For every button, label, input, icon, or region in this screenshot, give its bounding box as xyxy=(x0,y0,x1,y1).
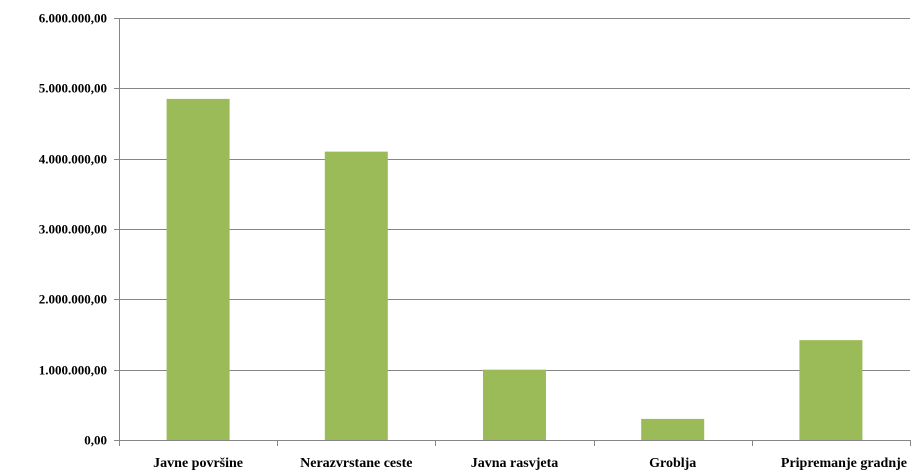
y-tick-label: 5.000.000,00 xyxy=(39,81,107,96)
y-tick-label: 0,00 xyxy=(84,433,107,448)
x-category-label: Javna rasvjeta xyxy=(471,456,559,471)
y-tick-label: 6.000.000,00 xyxy=(39,11,107,26)
x-category-label: Pripremanje gradnje xyxy=(781,456,907,471)
y-tick-label: 1.000.000,00 xyxy=(39,363,107,378)
bar xyxy=(641,418,705,440)
x-category-label: Javne površine xyxy=(153,456,243,471)
bar xyxy=(324,151,388,440)
bar xyxy=(799,340,863,440)
gridlines xyxy=(119,18,910,371)
y-tick-label: 2.000.000,00 xyxy=(39,292,107,307)
bar xyxy=(483,369,546,440)
y-tick-labels: 0,00 1.000.000,00 2.000.000,00 3.000.000,00… xyxy=(39,11,107,448)
x-category-labels: Javne površine Nerazvrstane ceste Javna ra… xyxy=(153,456,907,471)
bars xyxy=(166,98,863,440)
x-category-label: Groblja xyxy=(649,456,696,471)
bar xyxy=(166,98,230,440)
axes xyxy=(114,18,911,446)
y-tick-label: 4.000.000,00 xyxy=(39,152,107,167)
x-category-label: Nerazvrstane ceste xyxy=(300,456,412,471)
y-tick-label: 3.000.000,00 xyxy=(39,222,107,237)
